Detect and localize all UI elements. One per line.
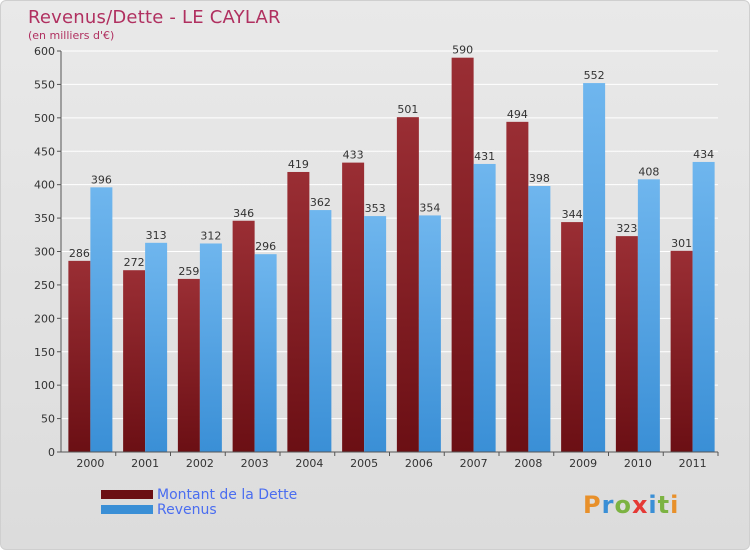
x-tick-label: 2005	[350, 457, 378, 470]
bar-revenus	[364, 216, 387, 452]
bar-dette	[670, 250, 693, 452]
value-label-revenus: 434	[693, 148, 714, 161]
y-tick-label: 400	[34, 179, 55, 192]
bar-dette	[177, 278, 200, 452]
y-tick-label: 50	[41, 413, 55, 426]
bar-revenus	[473, 163, 496, 452]
x-tick-label: 2009	[569, 457, 597, 470]
x-tick-label: 2011	[679, 457, 707, 470]
bar-revenus	[637, 179, 660, 452]
y-tick-label: 200	[34, 312, 55, 325]
y-tick-label: 100	[34, 379, 55, 392]
value-label-revenus: 296	[255, 240, 276, 253]
x-tick-label: 2008	[514, 457, 542, 470]
logo-letter: o	[614, 491, 632, 519]
value-label-revenus: 396	[91, 173, 112, 186]
value-label-dette: 419	[288, 158, 309, 171]
logo-letter: i	[670, 491, 680, 519]
bar-revenus	[418, 215, 441, 452]
logo-letter: P	[583, 491, 602, 519]
logo-letter: i	[648, 491, 658, 519]
value-label-dette: 344	[562, 208, 583, 221]
value-label-revenus: 313	[146, 229, 167, 242]
bar-dette	[68, 260, 91, 452]
bar-dette	[615, 236, 638, 452]
y-tick-label: 500	[34, 112, 55, 125]
y-tick-label: 300	[34, 246, 55, 259]
bar-dette	[451, 57, 474, 452]
value-label-revenus: 552	[584, 69, 605, 82]
value-label-revenus: 362	[310, 196, 331, 209]
y-tick-label: 350	[34, 212, 55, 225]
logo-letter: x	[631, 491, 649, 519]
bar-dette	[232, 220, 255, 452]
value-label-dette: 590	[452, 44, 473, 57]
value-label-dette: 286	[69, 247, 90, 260]
value-label-revenus: 408	[638, 165, 659, 178]
x-tick-label: 2006	[405, 457, 433, 470]
bar-dette	[342, 162, 365, 452]
value-label-dette: 323	[616, 222, 637, 235]
bar-revenus	[145, 242, 168, 452]
x-tick-label: 2004	[295, 457, 323, 470]
value-label-dette: 259	[178, 265, 199, 278]
y-tick-label: 550	[34, 78, 55, 91]
value-label-dette: 501	[397, 103, 418, 116]
bar-dette	[396, 117, 419, 452]
bar-revenus	[583, 83, 606, 452]
chart-subtitle: (en milliers d'€)	[28, 29, 115, 42]
legend-label-revenus: Revenus	[157, 502, 217, 518]
bar-dette	[287, 171, 310, 453]
y-tick-label: 600	[34, 45, 55, 58]
proxiti-logo: Proxiti	[583, 491, 679, 519]
bar-revenus	[528, 186, 551, 452]
value-label-revenus: 354	[419, 201, 440, 214]
bar-revenus	[254, 254, 277, 452]
bar-dette	[561, 222, 584, 452]
bar-revenus	[692, 161, 715, 452]
y-tick-label: 150	[34, 346, 55, 359]
value-label-dette: 494	[507, 108, 528, 121]
y-tick-label: 250	[34, 279, 55, 292]
bar-revenus	[309, 210, 332, 452]
bar-revenus	[199, 243, 222, 452]
value-label-dette: 301	[671, 237, 692, 250]
x-tick-label: 2001	[131, 457, 159, 470]
bar-dette	[123, 270, 146, 452]
y-tick-label: 0	[48, 446, 55, 459]
x-tick-label: 2003	[241, 457, 269, 470]
legend-label-dette: Montant de la Dette	[157, 487, 298, 503]
logo-letter: r	[601, 491, 615, 519]
value-label-dette: 272	[124, 256, 145, 269]
x-tick-label: 2002	[186, 457, 214, 470]
legend-swatch-dette	[101, 490, 153, 499]
value-label-revenus: 312	[200, 229, 221, 242]
x-tick-label: 2000	[76, 457, 104, 470]
x-tick-label: 2010	[624, 457, 652, 470]
logo-letter: t	[657, 491, 671, 519]
value-label-revenus: 398	[529, 172, 550, 185]
legend-swatch-revenus	[101, 505, 153, 514]
value-label-revenus: 353	[365, 202, 386, 215]
value-label-dette: 433	[343, 149, 364, 162]
bar-revenus	[90, 187, 113, 452]
value-label-dette: 346	[233, 207, 254, 220]
chart-title: Revenus/Dette - LE CAYLAR	[28, 7, 281, 28]
x-tick-label: 2007	[460, 457, 488, 470]
bar-dette	[506, 121, 529, 453]
value-label-revenus: 431	[474, 150, 495, 163]
y-tick-label: 450	[34, 145, 55, 158]
